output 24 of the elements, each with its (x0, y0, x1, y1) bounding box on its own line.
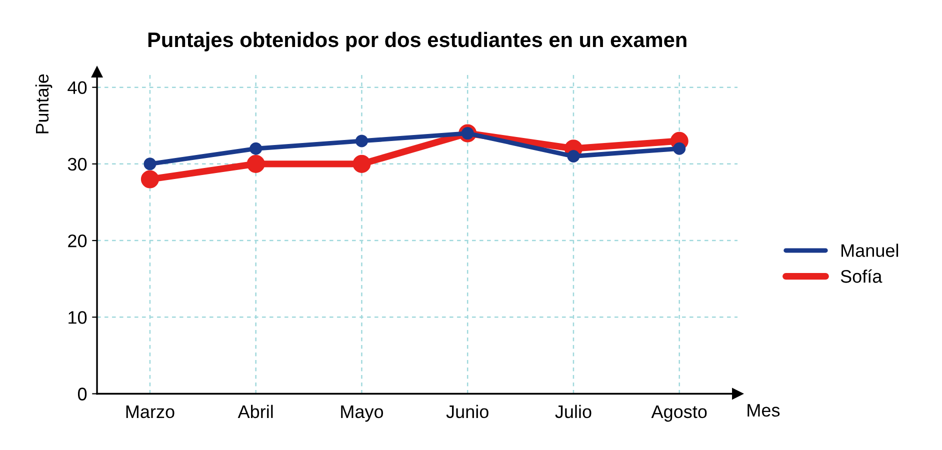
y-tick-label: 0 (78, 388, 87, 400)
x-tick-label: Julio (555, 404, 592, 418)
legend-label: Sofía (840, 269, 882, 283)
x-tick-label: Junio (446, 404, 488, 418)
x-axis-title: Mes (748, 404, 780, 417)
point (144, 158, 156, 170)
point (246, 154, 265, 173)
point (250, 142, 262, 155)
x-tick-label: Marzo (126, 406, 174, 418)
point (673, 142, 686, 155)
point (352, 154, 371, 173)
y-axis-title: Puntaje (35, 74, 52, 134)
chart-title: Puntajes obtenidos por dos estudiantes en un examen (148, 32, 686, 52)
legend-label: Manuel (842, 244, 898, 257)
y-tick-label: 10 (68, 311, 87, 324)
point (355, 134, 368, 148)
x-tick-label: Abril (238, 404, 273, 418)
x-tick-label: Agosto (651, 406, 707, 422)
y-tick-label: 20 (68, 234, 87, 248)
point (140, 170, 159, 188)
y-tick-label: 30 (68, 158, 87, 171)
y-tick-label: 40 (68, 81, 87, 94)
point (567, 150, 580, 163)
x-tick-label: Mayo (341, 406, 384, 422)
